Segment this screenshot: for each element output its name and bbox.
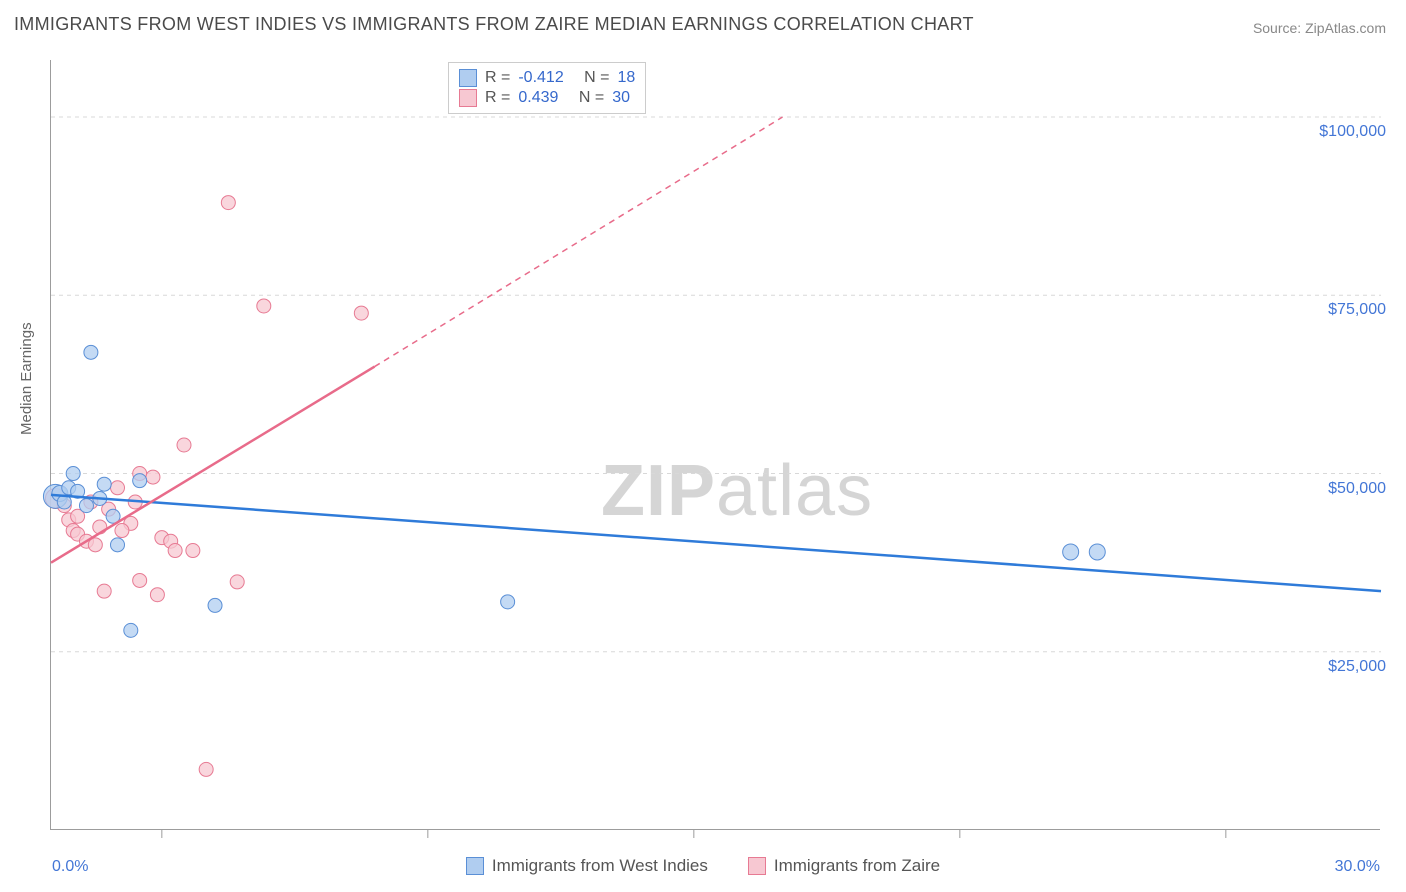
- swatch-west-indies: [459, 69, 477, 87]
- legend-item-zaire: Immigrants from Zaire: [748, 856, 940, 876]
- chart-title: IMMIGRANTS FROM WEST INDIES VS IMMIGRANT…: [14, 14, 974, 35]
- chart-container: IMMIGRANTS FROM WEST INDIES VS IMMIGRANT…: [0, 0, 1406, 892]
- plot-svg: [51, 60, 1380, 829]
- r-label: R =: [485, 89, 510, 107]
- n-value-west-indies: 18: [618, 69, 636, 87]
- source-attribution: Source: ZipAtlas.com: [1253, 20, 1386, 36]
- r-label: R =: [485, 69, 510, 87]
- swatch-west-indies: [466, 857, 484, 875]
- legend-item-west-indies: Immigrants from West Indies: [466, 856, 708, 876]
- r-value-west-indies: -0.412: [518, 69, 563, 87]
- legend-label-west-indies: Immigrants from West Indies: [492, 856, 708, 876]
- n-value-zaire: 30: [612, 89, 630, 107]
- y-tick-label: $50,000: [1328, 480, 1386, 498]
- y-tick-label: $75,000: [1328, 301, 1386, 319]
- n-label: N =: [579, 89, 604, 107]
- correlation-row-west-indies: R = -0.412 N = 18: [459, 69, 635, 87]
- legend-label-zaire: Immigrants from Zaire: [774, 856, 940, 876]
- y-axis-label: Median Earnings: [18, 322, 35, 435]
- correlation-row-zaire: R = 0.439 N = 30: [459, 89, 635, 107]
- n-label: N =: [584, 69, 609, 87]
- r-value-zaire: 0.439: [518, 89, 558, 107]
- swatch-zaire: [748, 857, 766, 875]
- swatch-zaire: [459, 89, 477, 107]
- plot-area: ZIPatlas: [50, 60, 1380, 830]
- y-tick-label: $100,000: [1319, 123, 1386, 141]
- series-legend: Immigrants from West Indies Immigrants f…: [0, 856, 1406, 876]
- correlation-legend: R = -0.412 N = 18 R = 0.439 N = 30: [448, 62, 646, 114]
- y-tick-label: $25,000: [1328, 658, 1386, 676]
